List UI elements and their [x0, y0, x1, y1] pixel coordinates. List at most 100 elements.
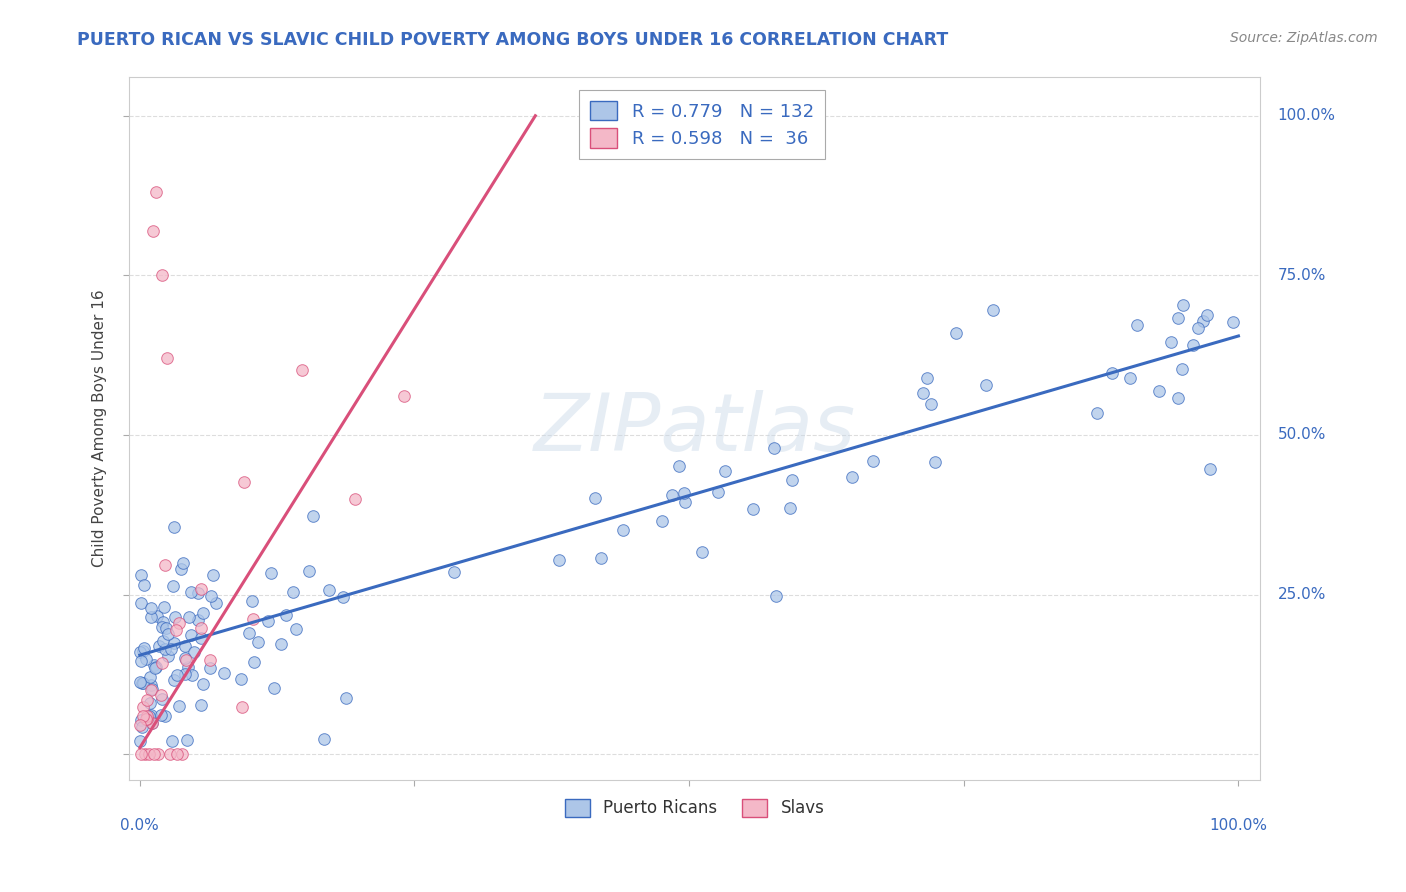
Point	[291, 363, 314, 377]
Point	[160, 734, 183, 748]
Point	[139, 600, 162, 615]
Point	[862, 454, 884, 468]
Text: 100.0%: 100.0%	[1278, 108, 1336, 123]
Point	[1222, 315, 1244, 329]
Text: 50.0%: 50.0%	[1278, 427, 1326, 442]
Point	[139, 670, 162, 684]
Point	[159, 641, 181, 656]
Point	[134, 640, 156, 655]
Point	[136, 709, 159, 723]
Point	[190, 631, 212, 645]
Point	[131, 720, 153, 734]
Point	[180, 668, 202, 682]
Point	[1181, 338, 1204, 352]
Point	[673, 494, 696, 508]
Point	[270, 637, 292, 651]
Point	[765, 590, 787, 604]
Point	[690, 545, 713, 559]
Point	[167, 698, 190, 713]
Point	[177, 610, 200, 624]
Point	[163, 520, 186, 534]
Point	[128, 734, 150, 748]
Point	[612, 524, 634, 538]
Point	[762, 441, 785, 455]
Point	[141, 681, 163, 696]
Point	[145, 186, 167, 200]
Point	[129, 713, 152, 727]
Point	[162, 579, 184, 593]
Point	[193, 607, 215, 621]
Point	[263, 681, 285, 695]
Point	[283, 585, 305, 599]
Point	[170, 747, 193, 761]
Point	[129, 675, 152, 690]
Point	[138, 747, 160, 761]
Point	[707, 485, 730, 500]
Point	[149, 707, 172, 722]
Point	[200, 660, 222, 674]
Point	[148, 747, 170, 761]
Point	[131, 654, 153, 668]
Point	[668, 459, 690, 474]
Point	[129, 644, 152, 658]
Point	[332, 590, 354, 604]
Point	[284, 622, 307, 636]
Point	[183, 645, 205, 659]
Point	[187, 613, 209, 627]
Point	[392, 389, 415, 403]
Point	[152, 615, 174, 630]
Point	[152, 634, 174, 648]
Point	[924, 454, 946, 468]
Point	[136, 712, 159, 726]
Point	[143, 747, 166, 761]
Point	[779, 501, 801, 516]
Point	[974, 378, 997, 392]
Point	[174, 652, 197, 666]
Point	[1147, 384, 1170, 398]
Point	[153, 558, 176, 573]
Point	[548, 553, 571, 567]
Text: PUERTO RICAN VS SLAVIC CHILD POVERTY AMONG BOYS UNDER 16 CORRELATION CHART: PUERTO RICAN VS SLAVIC CHILD POVERTY AMO…	[77, 31, 949, 49]
Text: ZIPatlas: ZIPatlas	[533, 390, 856, 467]
Point	[190, 698, 212, 713]
Point	[981, 302, 1004, 317]
Text: Source: ZipAtlas.com: Source: ZipAtlas.com	[1230, 31, 1378, 45]
Point	[166, 668, 188, 682]
Point	[920, 397, 942, 411]
Point	[1126, 318, 1149, 332]
Point	[742, 502, 765, 516]
Y-axis label: Child Poverty Among Boys Under 16: Child Poverty Among Boys Under 16	[93, 290, 107, 567]
Point	[156, 627, 179, 641]
Point	[257, 614, 280, 628]
Point	[153, 709, 176, 723]
Point	[156, 351, 179, 366]
Point	[131, 676, 153, 690]
Point	[156, 649, 179, 664]
Point	[1101, 366, 1123, 380]
Text: 100.0%: 100.0%	[1209, 818, 1267, 833]
Point	[150, 689, 173, 703]
Point	[673, 485, 696, 500]
Point	[145, 660, 167, 674]
Point	[134, 747, 156, 761]
Point	[132, 676, 155, 690]
Point	[1167, 391, 1189, 405]
Point	[163, 673, 186, 688]
Point	[780, 473, 803, 487]
Point	[163, 610, 186, 624]
Point	[141, 715, 163, 730]
Point	[139, 708, 162, 723]
Point	[150, 620, 173, 634]
Point	[163, 636, 186, 650]
Point	[129, 747, 152, 761]
Point	[1167, 311, 1189, 326]
Point	[173, 666, 195, 681]
Point	[167, 616, 190, 631]
Point	[238, 625, 260, 640]
Point	[138, 696, 160, 710]
Point	[129, 568, 152, 582]
Point	[343, 492, 366, 507]
Point	[170, 562, 193, 576]
Point	[159, 747, 181, 761]
Point	[143, 657, 166, 672]
